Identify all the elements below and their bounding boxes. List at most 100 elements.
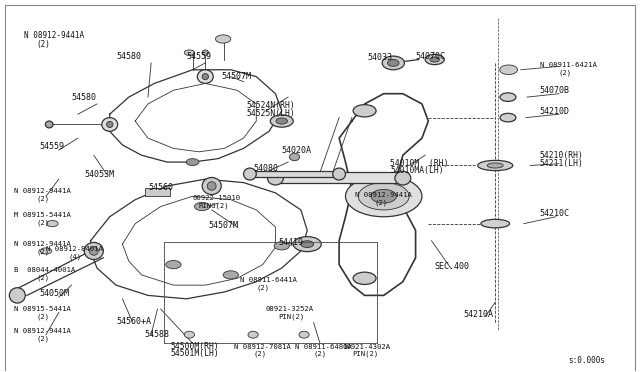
Text: RING(2): RING(2) [199,203,230,209]
Text: M 08915-5441A: M 08915-5441A [14,212,71,218]
Text: N 08912-9441A: N 08912-9441A [355,192,412,198]
Text: 54053M: 54053M [84,170,114,179]
Text: N 08911-6481A: N 08911-6481A [294,344,351,350]
Circle shape [223,271,239,279]
Text: 54580: 54580 [116,52,141,61]
Circle shape [274,242,289,250]
Ellipse shape [197,70,213,83]
Circle shape [353,105,376,117]
Text: N 08912-9441A: N 08912-9441A [14,328,71,334]
Ellipse shape [500,93,516,102]
Text: 54419: 54419 [278,238,303,247]
Text: PIN(2): PIN(2) [278,314,305,320]
Bar [275,172,403,183]
Ellipse shape [477,160,513,171]
Text: N 08912-8401A: N 08912-8401A [46,246,103,252]
Text: 54560+A: 54560+A [116,317,151,326]
Ellipse shape [202,50,209,55]
Circle shape [276,118,287,124]
Ellipse shape [47,221,58,227]
Text: (2): (2) [36,196,49,202]
Text: 54501M(LH): 54501M(LH) [170,349,219,358]
Text: 54010MA(LH): 54010MA(LH) [390,166,444,175]
Circle shape [301,241,314,247]
Circle shape [346,176,422,217]
Ellipse shape [90,247,99,255]
Ellipse shape [10,288,26,303]
Text: (2): (2) [36,40,51,49]
Ellipse shape [45,121,53,128]
Text: N 08911-6421A: N 08911-6421A [540,62,596,68]
Text: (2): (2) [256,285,269,291]
Text: (2): (2) [36,220,49,226]
Ellipse shape [40,248,52,254]
Ellipse shape [382,56,404,70]
Text: 54211(LH): 54211(LH) [540,159,584,168]
Text: 54080: 54080 [253,164,278,173]
Circle shape [371,189,396,203]
Bar [164,243,378,343]
Circle shape [293,237,321,251]
Text: 00922-15010: 00922-15010 [193,195,241,201]
Ellipse shape [84,243,103,260]
Text: 54560: 54560 [148,183,173,192]
Text: 54507M: 54507M [209,221,239,230]
Text: N 08915-5441A: N 08915-5441A [14,306,71,312]
Ellipse shape [184,331,195,338]
Circle shape [216,35,231,43]
Circle shape [500,65,518,74]
Text: 00921-4302A: 00921-4302A [342,344,390,350]
Text: 54559: 54559 [40,142,65,151]
Ellipse shape [299,331,309,338]
Ellipse shape [202,74,209,80]
Text: 54070C: 54070C [415,52,445,61]
Ellipse shape [487,163,503,168]
Bar [250,171,339,177]
Text: 54500M(RH): 54500M(RH) [170,342,219,351]
Text: 08921-3252A: 08921-3252A [266,306,314,312]
Text: B  08044-4001A: B 08044-4001A [14,267,76,273]
Ellipse shape [268,171,284,185]
Circle shape [195,202,210,211]
Text: 54559: 54559 [186,52,211,61]
Text: (2): (2) [36,275,49,281]
Text: 54210A: 54210A [463,310,493,319]
Ellipse shape [500,113,516,122]
Text: N 08911-6441A: N 08911-6441A [241,277,297,283]
Text: s:0.000s: s:0.000s [568,356,605,365]
Text: (4): (4) [68,254,81,260]
Text: (2): (2) [36,336,49,342]
Bar [145,188,170,196]
Text: 54507M: 54507M [221,72,252,81]
Text: N 08912-9441A: N 08912-9441A [14,241,71,247]
Text: N 08912-9441A: N 08912-9441A [24,31,84,40]
Circle shape [358,183,409,210]
Ellipse shape [184,50,195,55]
Text: SEC.400: SEC.400 [435,262,470,271]
Text: 54524N(RH): 54524N(RH) [246,101,296,110]
Text: (2): (2) [36,248,49,255]
Ellipse shape [333,168,346,180]
Ellipse shape [430,57,440,62]
Text: 54210C: 54210C [540,209,570,218]
Text: 54020A: 54020A [282,145,312,155]
Text: (2): (2) [374,199,387,206]
Text: (2): (2) [253,350,266,357]
Bar [164,243,378,343]
Text: (2): (2) [36,314,49,320]
Circle shape [186,158,199,166]
Circle shape [353,272,376,285]
Circle shape [166,260,181,269]
Text: 54050M: 54050M [40,289,70,298]
Ellipse shape [207,182,216,190]
Circle shape [270,115,293,127]
Text: N 08912-7081A: N 08912-7081A [234,344,291,350]
Ellipse shape [248,331,258,338]
Text: 54525N(LH): 54525N(LH) [246,109,296,118]
Ellipse shape [425,54,444,65]
Ellipse shape [481,219,509,228]
Text: 54070B: 54070B [540,86,570,96]
Text: 54588: 54588 [145,330,170,339]
Text: PIN(2): PIN(2) [352,350,378,357]
Ellipse shape [388,60,399,66]
